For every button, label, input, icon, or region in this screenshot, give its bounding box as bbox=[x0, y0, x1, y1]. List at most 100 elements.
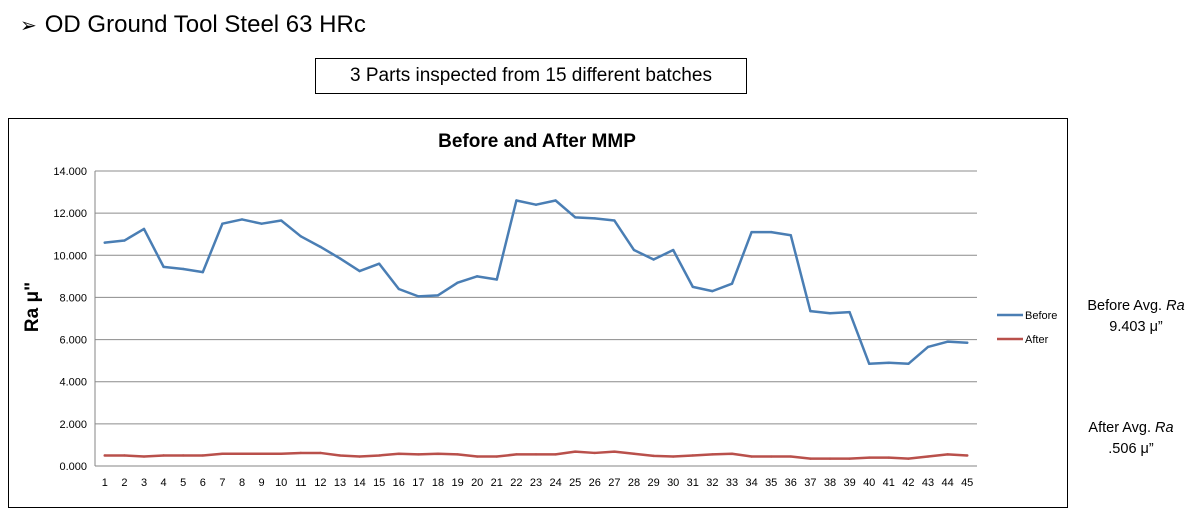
data-point-after bbox=[711, 453, 714, 456]
data-point-after bbox=[417, 453, 420, 456]
data-point-after bbox=[868, 456, 871, 459]
data-point-after bbox=[907, 457, 910, 460]
data-point-before bbox=[574, 216, 577, 219]
data-point-after bbox=[456, 453, 459, 456]
data-point-after bbox=[221, 452, 224, 455]
data-point-before bbox=[887, 361, 890, 364]
data-point-after bbox=[436, 452, 440, 455]
data-point-after bbox=[260, 452, 263, 455]
data-point-after bbox=[672, 455, 675, 458]
data-point-after bbox=[515, 453, 518, 456]
before-average-note: Before Avg. Ra 9.403 μ” bbox=[1076, 296, 1196, 338]
x-tick-label: 24 bbox=[549, 477, 561, 489]
data-point-before bbox=[338, 257, 342, 260]
legend: Before After bbox=[997, 310, 1057, 346]
x-tick-label: 18 bbox=[432, 477, 444, 489]
data-point-after bbox=[534, 453, 538, 456]
x-tick-label: 19 bbox=[451, 477, 463, 489]
x-tick-label: 12 bbox=[314, 477, 326, 489]
data-point-before bbox=[240, 218, 244, 221]
data-point-before bbox=[672, 248, 675, 252]
x-tick-label: 33 bbox=[726, 477, 738, 489]
data-point-after bbox=[691, 454, 694, 457]
x-tick-label: 36 bbox=[785, 477, 797, 489]
x-tick-label: 20 bbox=[471, 477, 483, 489]
y-tick-label: 0.000 bbox=[59, 461, 87, 473]
x-tick-label: 23 bbox=[530, 477, 542, 489]
series-layer bbox=[103, 199, 969, 460]
data-point-after bbox=[828, 457, 832, 460]
data-point-before bbox=[926, 345, 930, 349]
data-point-after bbox=[162, 454, 165, 457]
data-point-before bbox=[378, 262, 381, 265]
x-tick-label: 37 bbox=[804, 477, 816, 489]
x-tick-label: 13 bbox=[334, 477, 346, 489]
x-tick-label: 15 bbox=[373, 477, 385, 489]
x-tick-label: 30 bbox=[667, 477, 679, 489]
x-tick-label: 1 bbox=[102, 477, 108, 489]
x-tick-label: 29 bbox=[647, 477, 659, 489]
data-point-after bbox=[770, 455, 773, 458]
data-point-after bbox=[554, 453, 557, 456]
x-tick-label: 9 bbox=[259, 477, 265, 489]
data-point-before bbox=[809, 309, 812, 313]
x-tick-label: 5 bbox=[180, 477, 186, 489]
y-tick-label: 6.000 bbox=[59, 335, 87, 347]
data-point-after bbox=[574, 450, 577, 453]
data-point-before bbox=[946, 340, 949, 343]
data-point-before bbox=[299, 235, 302, 238]
data-point-before bbox=[221, 222, 224, 225]
x-tick-label: 22 bbox=[510, 477, 522, 489]
data-point-before bbox=[613, 219, 616, 222]
data-point-after bbox=[966, 454, 969, 457]
data-point-before bbox=[730, 282, 734, 285]
data-point-before bbox=[162, 265, 165, 269]
data-point-after bbox=[848, 457, 851, 460]
data-point-before bbox=[103, 241, 107, 244]
data-point-before bbox=[436, 294, 440, 297]
before-average-value: 9.403 μ” bbox=[1109, 319, 1163, 335]
data-point-after bbox=[946, 453, 949, 456]
y-tick-label: 14.000 bbox=[53, 166, 87, 178]
x-tick-label: 45 bbox=[961, 477, 973, 489]
data-point-before bbox=[319, 245, 322, 249]
y-tick-label: 10.000 bbox=[53, 250, 87, 262]
data-point-before bbox=[201, 270, 204, 274]
data-point-after bbox=[319, 451, 322, 455]
data-point-before bbox=[966, 341, 969, 344]
tick-layer: 0.000 2.000 4.000 6.000 8.000 10.000 12.000 14.… bbox=[53, 166, 973, 489]
data-point-before bbox=[280, 219, 283, 222]
x-tick-label: 10 bbox=[275, 477, 287, 489]
x-tick-label: 21 bbox=[491, 477, 503, 489]
x-tick-label: 43 bbox=[922, 477, 934, 489]
data-point-after bbox=[182, 454, 185, 457]
data-point-after bbox=[730, 452, 734, 455]
data-point-after bbox=[593, 451, 596, 455]
data-point-after bbox=[887, 456, 890, 459]
data-point-after bbox=[378, 454, 381, 457]
x-tick-label: 32 bbox=[706, 477, 718, 489]
data-point-after bbox=[123, 454, 126, 457]
data-point-before bbox=[260, 222, 263, 225]
data-point-before bbox=[476, 275, 479, 278]
data-point-after bbox=[338, 454, 342, 457]
info-box: 3 Parts inspected from 15 different batc… bbox=[315, 58, 747, 94]
y-axis-label: Ra μ" bbox=[22, 282, 43, 332]
y-tick-label: 8.000 bbox=[59, 292, 87, 304]
data-point-after bbox=[240, 452, 244, 455]
x-tick-label: 27 bbox=[608, 477, 620, 489]
data-point-after bbox=[201, 454, 204, 457]
data-point-after bbox=[750, 455, 753, 458]
grid-layer bbox=[94, 170, 977, 467]
data-point-after bbox=[789, 455, 792, 458]
data-point-before bbox=[142, 227, 146, 231]
x-tick-label: 35 bbox=[765, 477, 777, 489]
data-point-before bbox=[554, 199, 557, 202]
x-tick-label: 2 bbox=[121, 477, 127, 489]
data-point-after bbox=[476, 455, 479, 458]
slide-title-text: OD Ground Tool Steel 63 HRc bbox=[44, 11, 366, 38]
x-tick-label: 44 bbox=[941, 477, 953, 489]
data-point-before bbox=[593, 217, 596, 220]
data-point-before bbox=[397, 287, 400, 291]
data-point-before bbox=[495, 278, 498, 281]
